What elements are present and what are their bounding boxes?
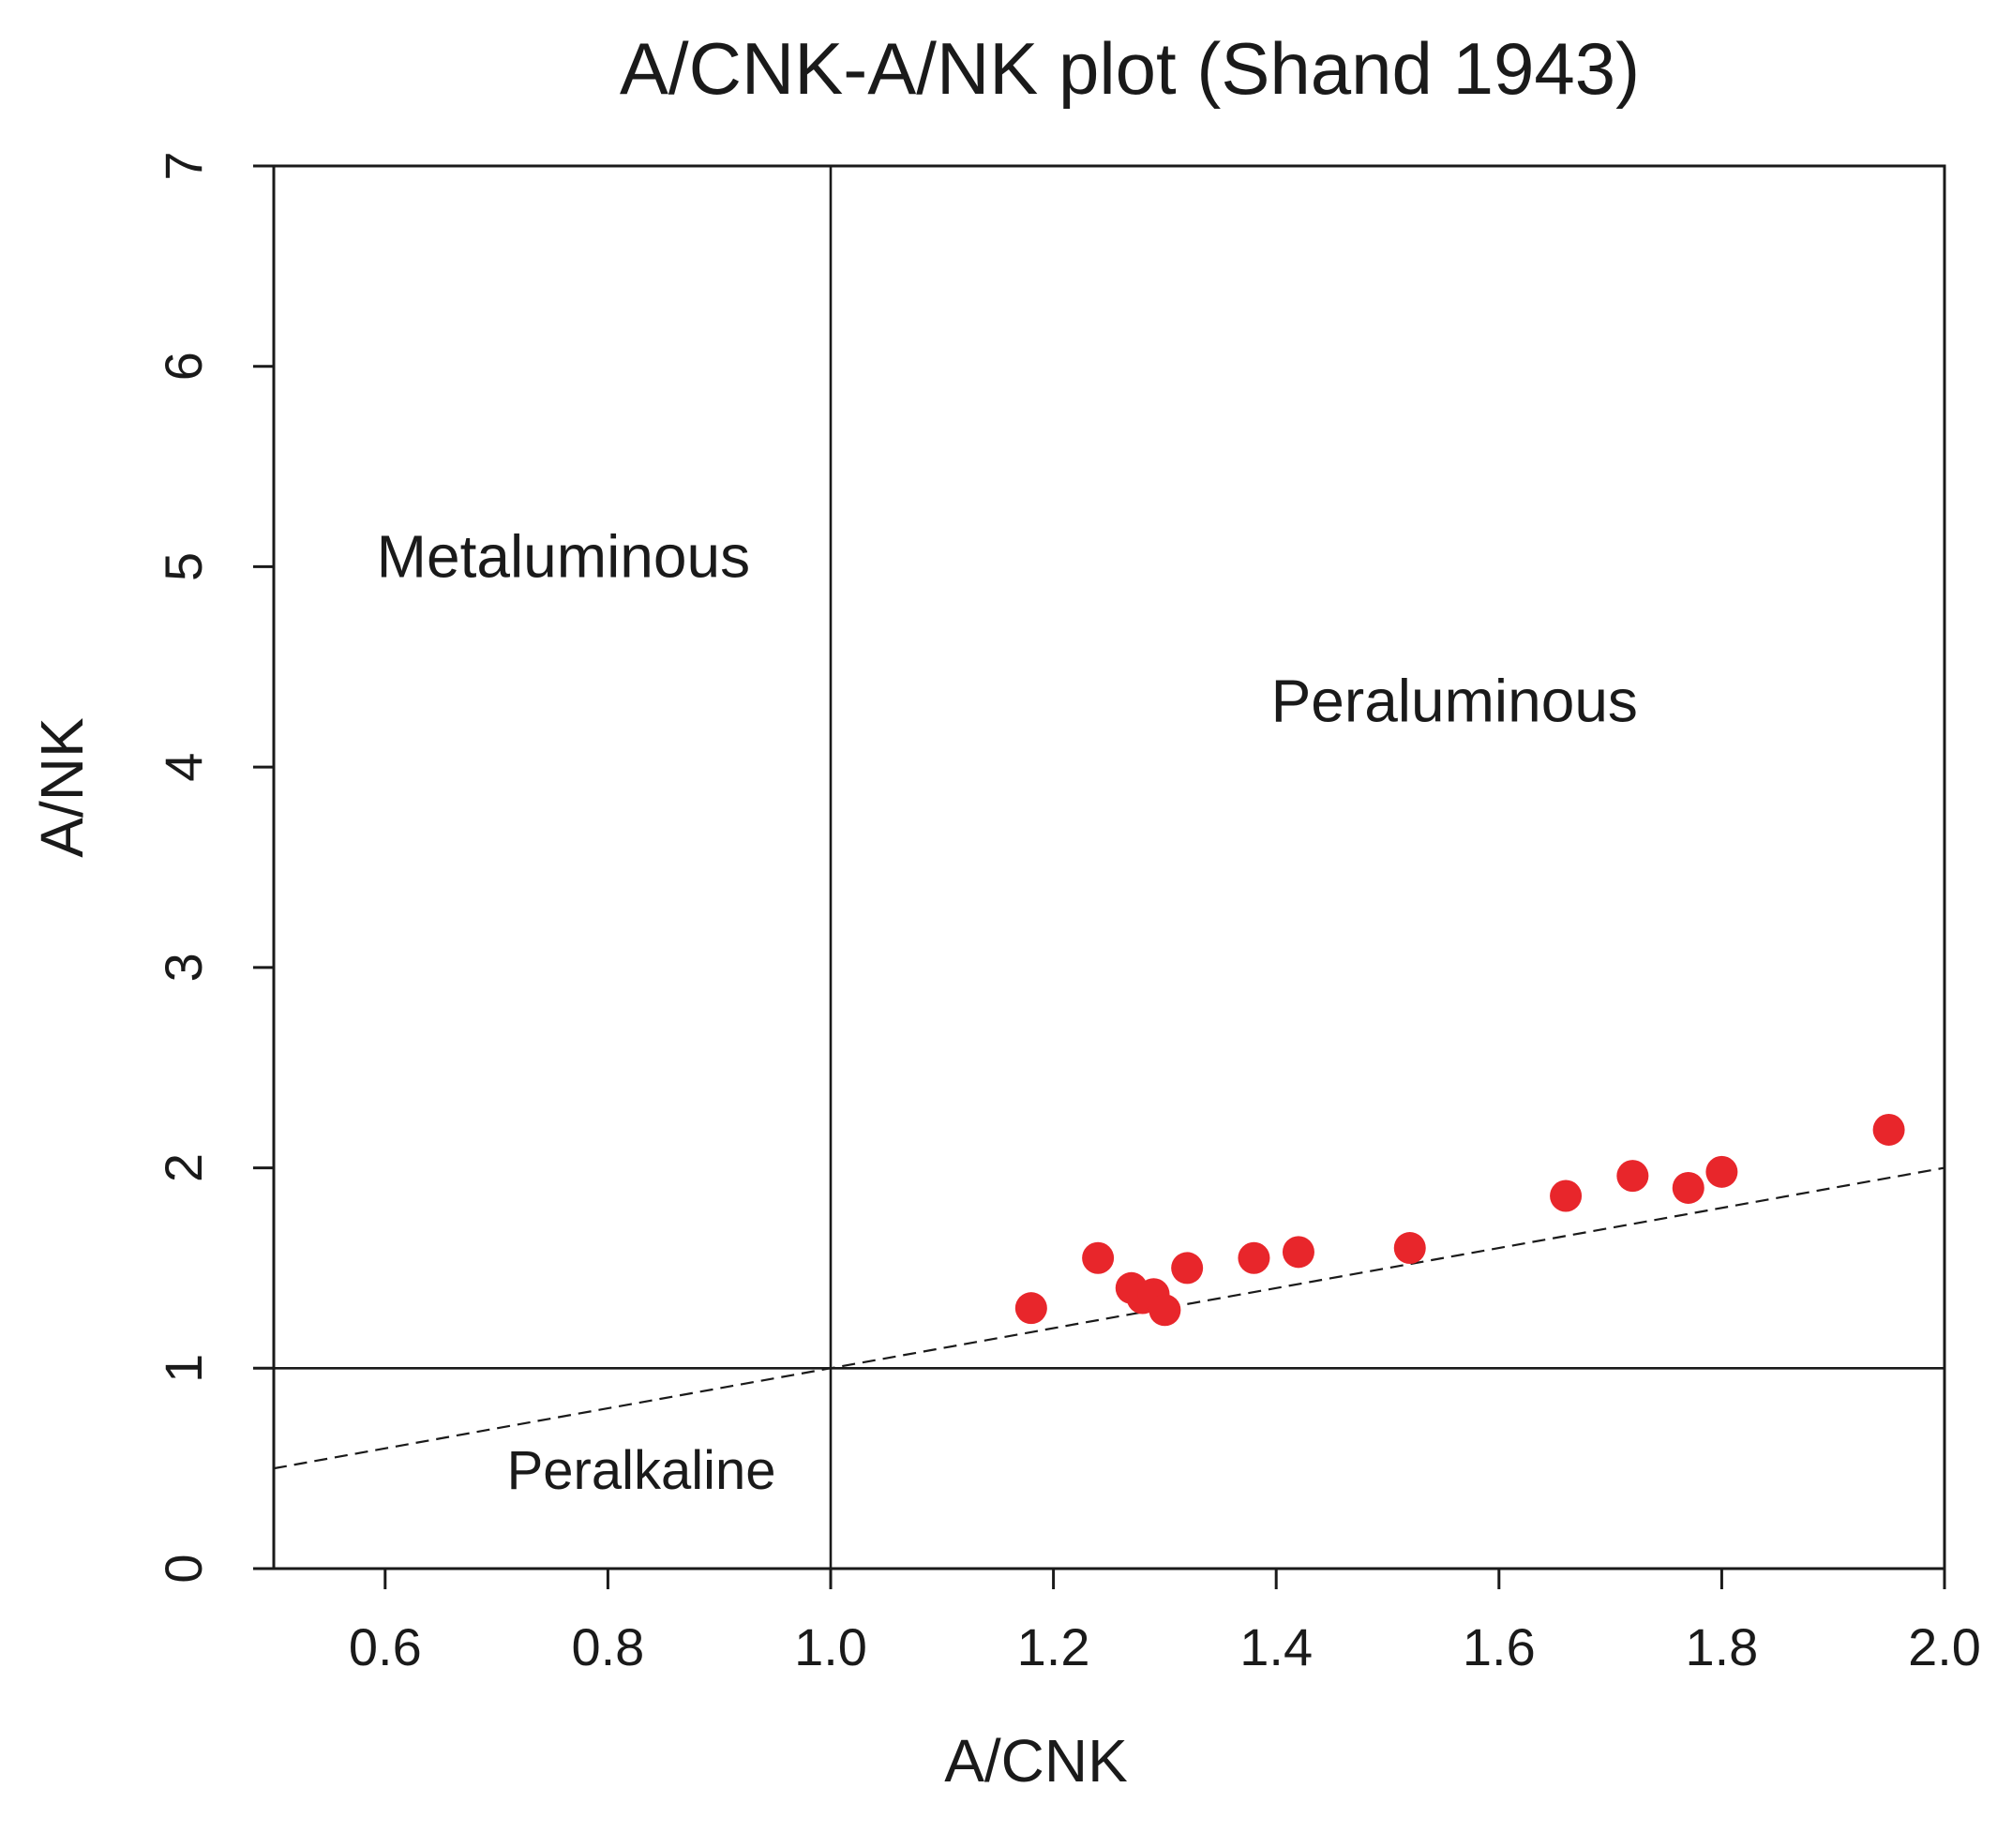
region-label-peraluminous: Peraluminous: [1271, 668, 1638, 735]
data-point: [1672, 1171, 1704, 1204]
y-tick-label: 2: [154, 1153, 213, 1182]
x-tick-label: 1.0: [794, 1617, 867, 1676]
region-labels: Metaluminous Peraluminous Peralkaline: [377, 523, 1638, 1501]
data-point: [1282, 1236, 1314, 1269]
data-point: [1872, 1113, 1905, 1146]
x-tick-label: 1.4: [1239, 1617, 1313, 1676]
y-tick-label: 4: [154, 753, 213, 782]
y-tick-label: 1: [154, 1354, 213, 1383]
y-tick-label: 0: [154, 1554, 213, 1583]
y-tick-label: 7: [154, 151, 213, 180]
data-point: [1393, 1232, 1426, 1265]
region-label-peralkaline: Peralkaline: [507, 1440, 776, 1501]
data-point: [1082, 1241, 1115, 1274]
reference-lines: [273, 166, 1945, 1569]
data-point: [1171, 1252, 1204, 1285]
y-tick-label: 3: [154, 953, 213, 982]
data-point: [1705, 1155, 1738, 1188]
x-tick-label: 2.0: [1908, 1617, 1981, 1676]
x-tick-label: 1.6: [1463, 1617, 1536, 1676]
equal-ratio-dashed-line: [273, 1166, 1945, 1470]
y-axis-title: A/NK: [28, 717, 96, 857]
x-axis: 0.6 0.8 1.0 1.2 1.4 1.6 1.8 2.0: [349, 1569, 1981, 1676]
data-point: [1149, 1294, 1181, 1327]
data-point: [1014, 1292, 1047, 1325]
y-tick-label: 6: [154, 352, 213, 381]
x-tick-label: 1.2: [1017, 1617, 1090, 1676]
data-point: [1238, 1241, 1270, 1274]
plot-frame: [272, 164, 1946, 1570]
y-axis: 0 1 2 3 4 5 6 7: [154, 151, 274, 1584]
region-label-metaluminous: Metaluminous: [377, 523, 750, 591]
x-axis-title: A/CNK: [944, 1727, 1128, 1795]
data-point: [1616, 1160, 1649, 1193]
x-tick-label: 0.6: [349, 1617, 422, 1676]
y-tick-label: 5: [154, 552, 213, 581]
data-point: [1550, 1179, 1583, 1212]
data-points: [1014, 1113, 1905, 1327]
x-tick-label: 1.8: [1685, 1617, 1758, 1676]
chart-title: A/CNK-A/NK plot (Shand 1943): [620, 27, 1640, 110]
x-tick-label: 0.8: [571, 1617, 644, 1676]
